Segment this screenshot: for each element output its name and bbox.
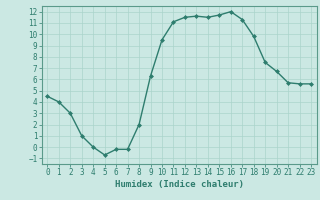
X-axis label: Humidex (Indice chaleur): Humidex (Indice chaleur) [115,180,244,189]
